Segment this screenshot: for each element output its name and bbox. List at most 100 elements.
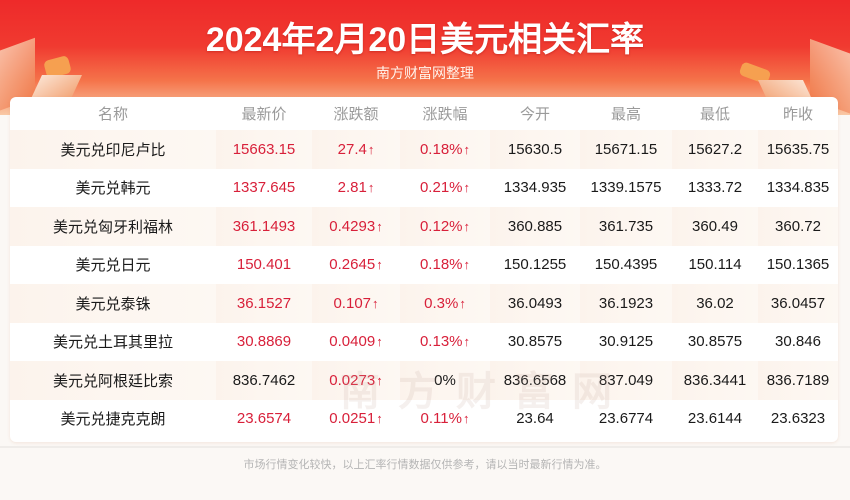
cell-change-pct: 0% [400, 361, 490, 400]
cell-prev-close: 30.846 [758, 323, 838, 362]
up-arrow-icon: ↑ [376, 257, 383, 273]
up-arrow-icon: ↑ [376, 218, 383, 234]
cell-low: 360.49 [672, 207, 758, 246]
cell-change-pct: 0.18%↑ [400, 130, 490, 169]
header-banner: 2024年2月20日美元相关汇率 南方财富网整理 [0, 0, 850, 115]
up-arrow-icon: ↑ [463, 334, 471, 350]
cell-name: 美元兑捷克克朗 [10, 400, 216, 439]
cell-high-value: 361.735 [598, 217, 654, 235]
cell-prev-close: 36.0457 [758, 284, 838, 323]
table-row: 美元兑日元 150.401 0.2645↑ 0.18%↑ 150.1255 150.439… [10, 246, 838, 285]
cell-open: 836.6568 [490, 361, 580, 400]
up-arrow-icon: ↑ [463, 141, 471, 157]
cell-change-pct: 0.18%↑ [400, 246, 490, 285]
cell-prev-close-value: 150.1365 [766, 256, 830, 274]
cell-latest: 836.7462 [216, 361, 312, 400]
cell-high-value: 36.1923 [598, 294, 654, 312]
exchange-rate-table: 名称 最新价 涨跌额 涨跌幅 今开 最高 最低 昨收 美元兑印尼卢比 15663.… [10, 97, 838, 438]
cell-change-pct-value: 0.21% [419, 179, 463, 197]
cell-low: 30.8575 [672, 323, 758, 362]
cell-name: 美元兑匈牙利福林 [10, 207, 216, 246]
table-row: 美元兑阿根廷比索 836.7462 0.0273↑ 0% 836.6568 837.049… [10, 361, 838, 400]
cell-latest-value: 36.1527 [236, 294, 292, 312]
cell-low-value: 836.3441 [683, 371, 747, 389]
cell-open: 150.1255 [490, 246, 580, 285]
cell-prev-close: 360.72 [758, 207, 838, 246]
cell-open: 15630.5 [490, 130, 580, 169]
cell-low-value: 1333.72 [687, 179, 743, 197]
cell-high-value: 15671.15 [594, 140, 658, 158]
cell-low-value: 23.6144 [687, 410, 743, 428]
column-header-prev-close: 昨收 [782, 106, 813, 123]
cell-change-pct: 0.21%↑ [400, 169, 490, 208]
cell-low-value: 150.114 [688, 256, 742, 274]
table-row: 美元兑匈牙利福林 361.1493 0.4293↑ 0.12%↑ 360.885 361.… [10, 207, 838, 246]
cell-latest-value: 30.8869 [236, 333, 292, 351]
cell-latest: 150.401 [216, 246, 312, 285]
cell-low: 150.114 [672, 246, 758, 285]
table-row: 美元兑土耳其里拉 30.8869 0.0409↑ 0.13%↑ 30.8575 30.91… [10, 323, 838, 362]
cell-latest-value: 150.401 [236, 256, 292, 274]
cell-open: 30.8575 [490, 323, 580, 362]
cell-latest: 30.8869 [216, 323, 312, 362]
cell-open-value: 1334.935 [503, 179, 567, 197]
cell-low: 36.02 [672, 284, 758, 323]
cell-open-value: 360.885 [507, 217, 563, 235]
up-arrow-icon: ↑ [376, 411, 383, 427]
table-row: 美元兑捷克克朗 23.6574 0.0251↑ 0.11%↑ 23.64 23.6774 2… [10, 400, 838, 439]
cell-prev-close-value: 1334.835 [766, 179, 830, 197]
cell-high: 361.735 [580, 207, 672, 246]
up-arrow-icon: ↑ [463, 180, 471, 196]
cell-change-value: 0.4293 [329, 217, 376, 235]
cell-change: 0.2645↑ [312, 246, 400, 285]
column-header-low: 最低 [699, 106, 730, 123]
cell-latest-value: 361.1493 [232, 217, 296, 235]
page-title: 2024年2月20日美元相关汇率 [205, 21, 645, 59]
cell-high: 23.6774 [580, 400, 672, 439]
cell-change-value: 0.2645 [329, 256, 376, 274]
cell-open-value: 23.64 [516, 410, 554, 428]
cell-high-value: 837.049 [598, 371, 654, 389]
cell-prev-close-value: 360.72 [775, 217, 821, 235]
cell-change-pct: 0.11%↑ [400, 400, 490, 439]
page-subtitle: 南方财富网整理 [376, 65, 474, 81]
up-arrow-icon: ↑ [376, 372, 383, 388]
cell-open: 360.885 [490, 207, 580, 246]
cell-latest-value: 23.6574 [236, 410, 292, 428]
column-header-open: 今开 [519, 106, 550, 123]
cell-name: 美元兑日元 [10, 246, 216, 285]
disclaimer-text: 市场行情变化较快，以上汇率行情数据仅供参考，请以当时最新行情为准。 [243, 459, 607, 471]
up-arrow-icon: ↑ [376, 334, 383, 350]
cell-open: 23.64 [490, 400, 580, 439]
table-row: 美元兑韩元 1337.645 2.81↑ 0.21%↑ 1334.935 1339.157… [10, 169, 838, 208]
cell-change-pct-value: 0.13% [419, 333, 463, 351]
cell-low: 836.3441 [672, 361, 758, 400]
cell-high: 36.1923 [580, 284, 672, 323]
cell-name-value: 美元兑阿根廷比索 [52, 372, 173, 390]
cell-change-value: 0.0409 [329, 333, 376, 351]
column-header-high: 最高 [610, 106, 641, 123]
cell-name-value: 美元兑泰铢 [75, 295, 151, 313]
cell-high: 1339.1575 [580, 169, 672, 208]
cell-open-value: 836.6568 [503, 371, 567, 389]
cell-name-value: 美元兑印尼卢比 [60, 141, 166, 159]
cell-change: 27.4↑ [312, 130, 400, 169]
cell-name-value: 美元兑捷克克朗 [60, 411, 166, 429]
cell-low-value: 15627.2 [687, 140, 743, 158]
cell-name: 美元兑韩元 [10, 169, 216, 208]
column-header-name: 名称 [97, 106, 128, 123]
cell-latest-value: 836.7462 [232, 371, 296, 389]
cell-open-value: 15630.5 [507, 140, 563, 158]
cell-latest-value: 1337.645 [232, 179, 296, 197]
cell-high-value: 30.9125 [598, 333, 654, 351]
cell-prev-close-value: 15635.75 [766, 140, 830, 158]
cell-open: 36.0493 [490, 284, 580, 323]
table-header-row: 名称 最新价 涨跌额 涨跌幅 今开 最高 最低 昨收 [10, 97, 838, 130]
cell-low-value: 36.02 [696, 294, 734, 312]
cell-open-value: 36.0493 [507, 294, 563, 312]
table-row: 美元兑印尼卢比 15663.15 27.4↑ 0.18%↑ 15630.5 15671.1… [10, 130, 838, 169]
cell-prev-close: 1334.835 [758, 169, 838, 208]
cell-change: 0.107↑ [312, 284, 400, 323]
cell-name: 美元兑阿根廷比索 [10, 361, 216, 400]
cell-name-value: 美元兑匈牙利福林 [52, 218, 173, 236]
